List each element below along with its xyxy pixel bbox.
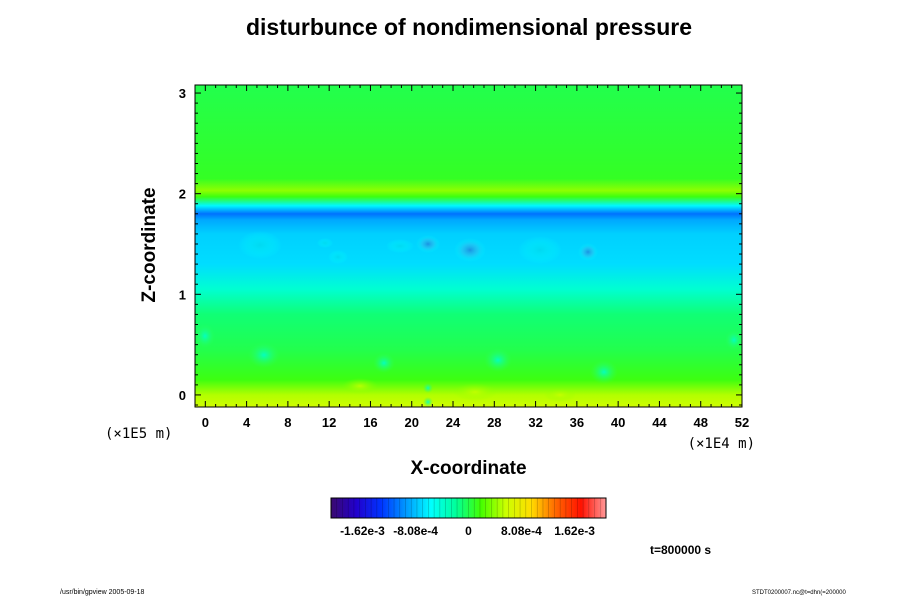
x-tick-label: 48 <box>693 415 707 430</box>
colorbar-segments <box>336 498 601 518</box>
x-axis-unit: (×1E4 m) <box>687 436 755 452</box>
colorbar-tick-label: 1.62e-3 <box>554 524 595 538</box>
x-tick-label: 8 <box>284 415 291 430</box>
footer-source: STDT0200007.nc@t=dhn(=200000 <box>752 590 846 596</box>
x-tick-label: 36 <box>570 415 584 430</box>
x-tick-label: 16 <box>363 415 377 430</box>
x-tick-label: 40 <box>611 415 625 430</box>
x-tick-label: 28 <box>487 415 501 430</box>
y-axis-label: Z-coordinate <box>139 187 160 303</box>
colorbar-tick-label: -8.08e-4 <box>393 524 438 538</box>
x-tick-label: 44 <box>652 415 667 430</box>
y-tick-label: 1 <box>179 287 186 302</box>
colorbar-tick-label: -1.62e-3 <box>340 524 385 538</box>
colorbar-tick-label: 0 <box>465 524 472 538</box>
time-label: t=800000 s <box>650 543 712 557</box>
x-tick-label: 20 <box>405 415 419 430</box>
plot-frame <box>194 84 743 408</box>
x-tick-label: 0 <box>202 415 209 430</box>
chart-title: disturbunce of nondimensional pressure <box>245 14 692 40</box>
y-tick-label: 2 <box>179 187 186 202</box>
x-tick-label: 32 <box>528 415 542 430</box>
y-axis: 0 1 2 3 <box>179 86 742 406</box>
x-axis: 0 4 8 12 16 20 24 28 32 36 40 44 48 52 <box>194 85 749 430</box>
x-tick-label: 4 <box>243 415 251 430</box>
colorbar <box>330 497 607 519</box>
colorbar-ticks: -1.62e-3 -8.08e-4 0 8.08e-4 1.62e-3 <box>340 524 595 538</box>
x-tick-label: 12 <box>322 415 336 430</box>
heatmap-features <box>195 231 742 407</box>
x-tick-label: 52 <box>735 415 749 430</box>
y-tick-label: 3 <box>179 86 186 101</box>
y-tick-label: 0 <box>179 388 186 403</box>
colorbar-tick-label: 8.08e-4 <box>501 524 542 538</box>
y-axis-unit: (×1E5 m) <box>105 426 173 442</box>
x-tick-label: 24 <box>446 415 461 430</box>
footer-command: /usr/bin/gpview 2005-09-18 <box>60 589 145 596</box>
x-axis-label: X-coordinate <box>410 458 527 479</box>
